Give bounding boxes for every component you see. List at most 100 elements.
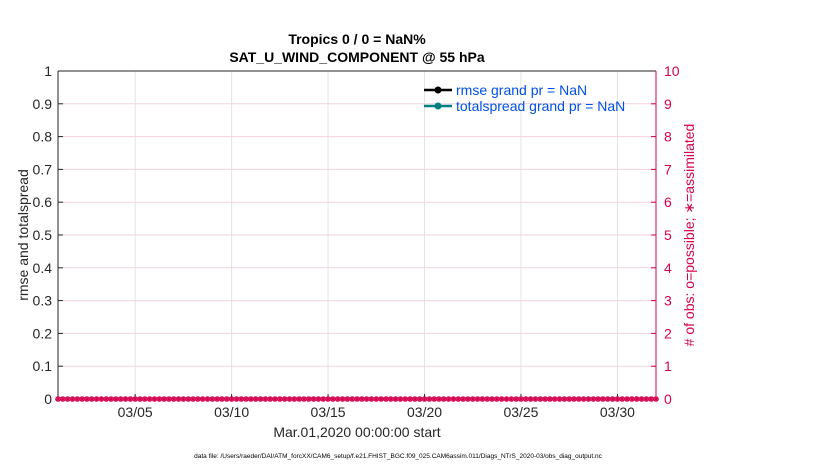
obs-assimilated-marker [648, 396, 654, 402]
obs-assimilated-marker [151, 396, 157, 402]
obs-assimilated-marker [282, 396, 288, 402]
y-right-tick-label: 2 [664, 325, 672, 341]
obs-assimilated-marker [605, 396, 611, 402]
y-tick-label: 0.6 [33, 194, 53, 210]
x-tick-label: 03/05 [118, 404, 153, 420]
obs-assimilated-marker [238, 396, 244, 402]
obs-assimilated-marker [484, 396, 490, 402]
y-tick-label: 1 [44, 63, 52, 79]
obs-assimilated-marker [156, 396, 162, 402]
obs-assimilated-marker [127, 396, 133, 402]
legend-marker [434, 86, 442, 94]
obs-assimilated-marker [465, 396, 471, 402]
obs-assimilated-marker [547, 396, 553, 402]
obs-assimilated-marker [69, 396, 75, 402]
obs-assimilated-marker [176, 396, 182, 402]
obs-assimilated-marker [142, 396, 148, 402]
obs-assimilated-marker [585, 396, 591, 402]
y-right-tick-label: 8 [664, 129, 672, 145]
legend-entry: totalspread grand pr = NaN [456, 98, 625, 114]
x-tick-label: 03/30 [600, 404, 635, 420]
obs-assimilated-marker [494, 396, 500, 402]
obs-assimilated-marker [364, 396, 370, 402]
legend-entry: rmse grand pr = NaN [456, 82, 587, 98]
y-tick-label: 0.4 [33, 260, 53, 276]
obs-assimilated-marker [205, 396, 210, 402]
obs-assimilated-marker [518, 396, 524, 402]
obs-assimilated-marker [103, 396, 109, 402]
y-tick-label: 0.8 [33, 129, 53, 145]
obs-assimilated-marker [258, 396, 264, 402]
y-axis-label: rmse and totalspread [15, 169, 31, 301]
y-right-tick-label: 4 [664, 260, 672, 276]
y-right-tick-label: 0 [664, 391, 672, 407]
obs-assimilated-marker [383, 396, 389, 402]
obs-assimilated-marker [306, 396, 312, 402]
obs-assimilated-marker [118, 396, 124, 402]
obs-assimilated-marker [94, 396, 100, 402]
y-tick-label: 0.7 [33, 161, 53, 177]
obs-assimilated-marker [475, 396, 481, 402]
obs-assimilated-marker [388, 396, 394, 402]
obs-assimilated-marker [291, 396, 297, 402]
x-axis-label: Mar.01,2020 00:00:00 start [273, 424, 440, 440]
obs-assimilated-marker [209, 396, 215, 402]
y-tick-label: 0.3 [33, 293, 53, 309]
obs-assimilated-marker [378, 396, 384, 402]
obs-assimilated-marker [624, 396, 630, 402]
obs-assimilated-marker [446, 396, 452, 402]
obs-assimilated-marker [349, 396, 355, 402]
obs-assimilated-marker [431, 396, 437, 402]
obs-assimilated-marker [552, 396, 558, 402]
obs-assimilated-marker [60, 396, 66, 402]
obs-assimilated-marker [643, 396, 649, 402]
obs-assimilated-marker [123, 396, 129, 402]
y-right-tick-label: 9 [664, 96, 672, 112]
obs-assimilated-marker [301, 396, 307, 402]
obs-assimilated-marker [532, 396, 538, 402]
obs-assimilated-marker [407, 396, 413, 402]
obs-assimilated-marker [224, 396, 230, 402]
y-right-tick-label: 6 [664, 194, 672, 210]
obs-assimilated-marker [219, 396, 225, 402]
obs-assimilated-marker [479, 396, 485, 402]
obs-assimilated-marker [262, 396, 268, 402]
obs-assimilated-marker [455, 396, 461, 402]
obs-assimilated-marker [436, 396, 442, 402]
obs-assimilated-marker [161, 396, 167, 402]
obs-assimilated-marker [65, 396, 71, 402]
obs-assimilated-marker [397, 396, 403, 402]
obs-assimilated-marker [311, 396, 317, 402]
obs-assimilated-marker [147, 396, 153, 402]
obs-assimilated-marker [98, 396, 104, 402]
obs-assimilated-marker [537, 396, 543, 402]
obs-assimilated-marker [200, 396, 206, 402]
obs-assimilated-marker [614, 396, 620, 402]
x-tick-label: 03/10 [214, 404, 249, 420]
obs-assimilated-marker [74, 396, 80, 402]
y-right-tick-label: 1 [664, 358, 672, 374]
obs-assimilated-marker [581, 396, 587, 402]
obs-assimilated-marker [190, 396, 196, 402]
obs-assimilated-marker [325, 396, 331, 402]
obs-assimilated-marker [590, 396, 596, 402]
obs-assimilated-marker [557, 396, 563, 402]
obs-assimilated-marker [402, 396, 408, 402]
obs-assimilated-marker [523, 396, 529, 402]
obs-assimilated-marker [542, 396, 548, 402]
obs-assimilated-marker [335, 396, 341, 402]
obs-assimilated-marker [214, 396, 220, 402]
obs-assimilated-marker [137, 396, 143, 402]
obs-assimilated-marker [195, 396, 201, 402]
obs-assimilated-marker [79, 396, 85, 402]
obs-assimilated-marker [320, 396, 326, 402]
x-tick-label: 03/15 [311, 404, 346, 420]
obs-assimilated-marker [571, 396, 577, 402]
obs-assimilated-marker [359, 396, 365, 402]
obs-assimilated-marker [513, 396, 519, 402]
obs-assimilated-marker [653, 396, 659, 402]
obs-assimilated-marker [393, 396, 399, 402]
y-axis-right-label: # of obs: o=possible; ∗=assimilated [681, 124, 697, 347]
obs-assimilated-marker [634, 396, 640, 402]
obs-assimilated-marker [286, 396, 292, 402]
